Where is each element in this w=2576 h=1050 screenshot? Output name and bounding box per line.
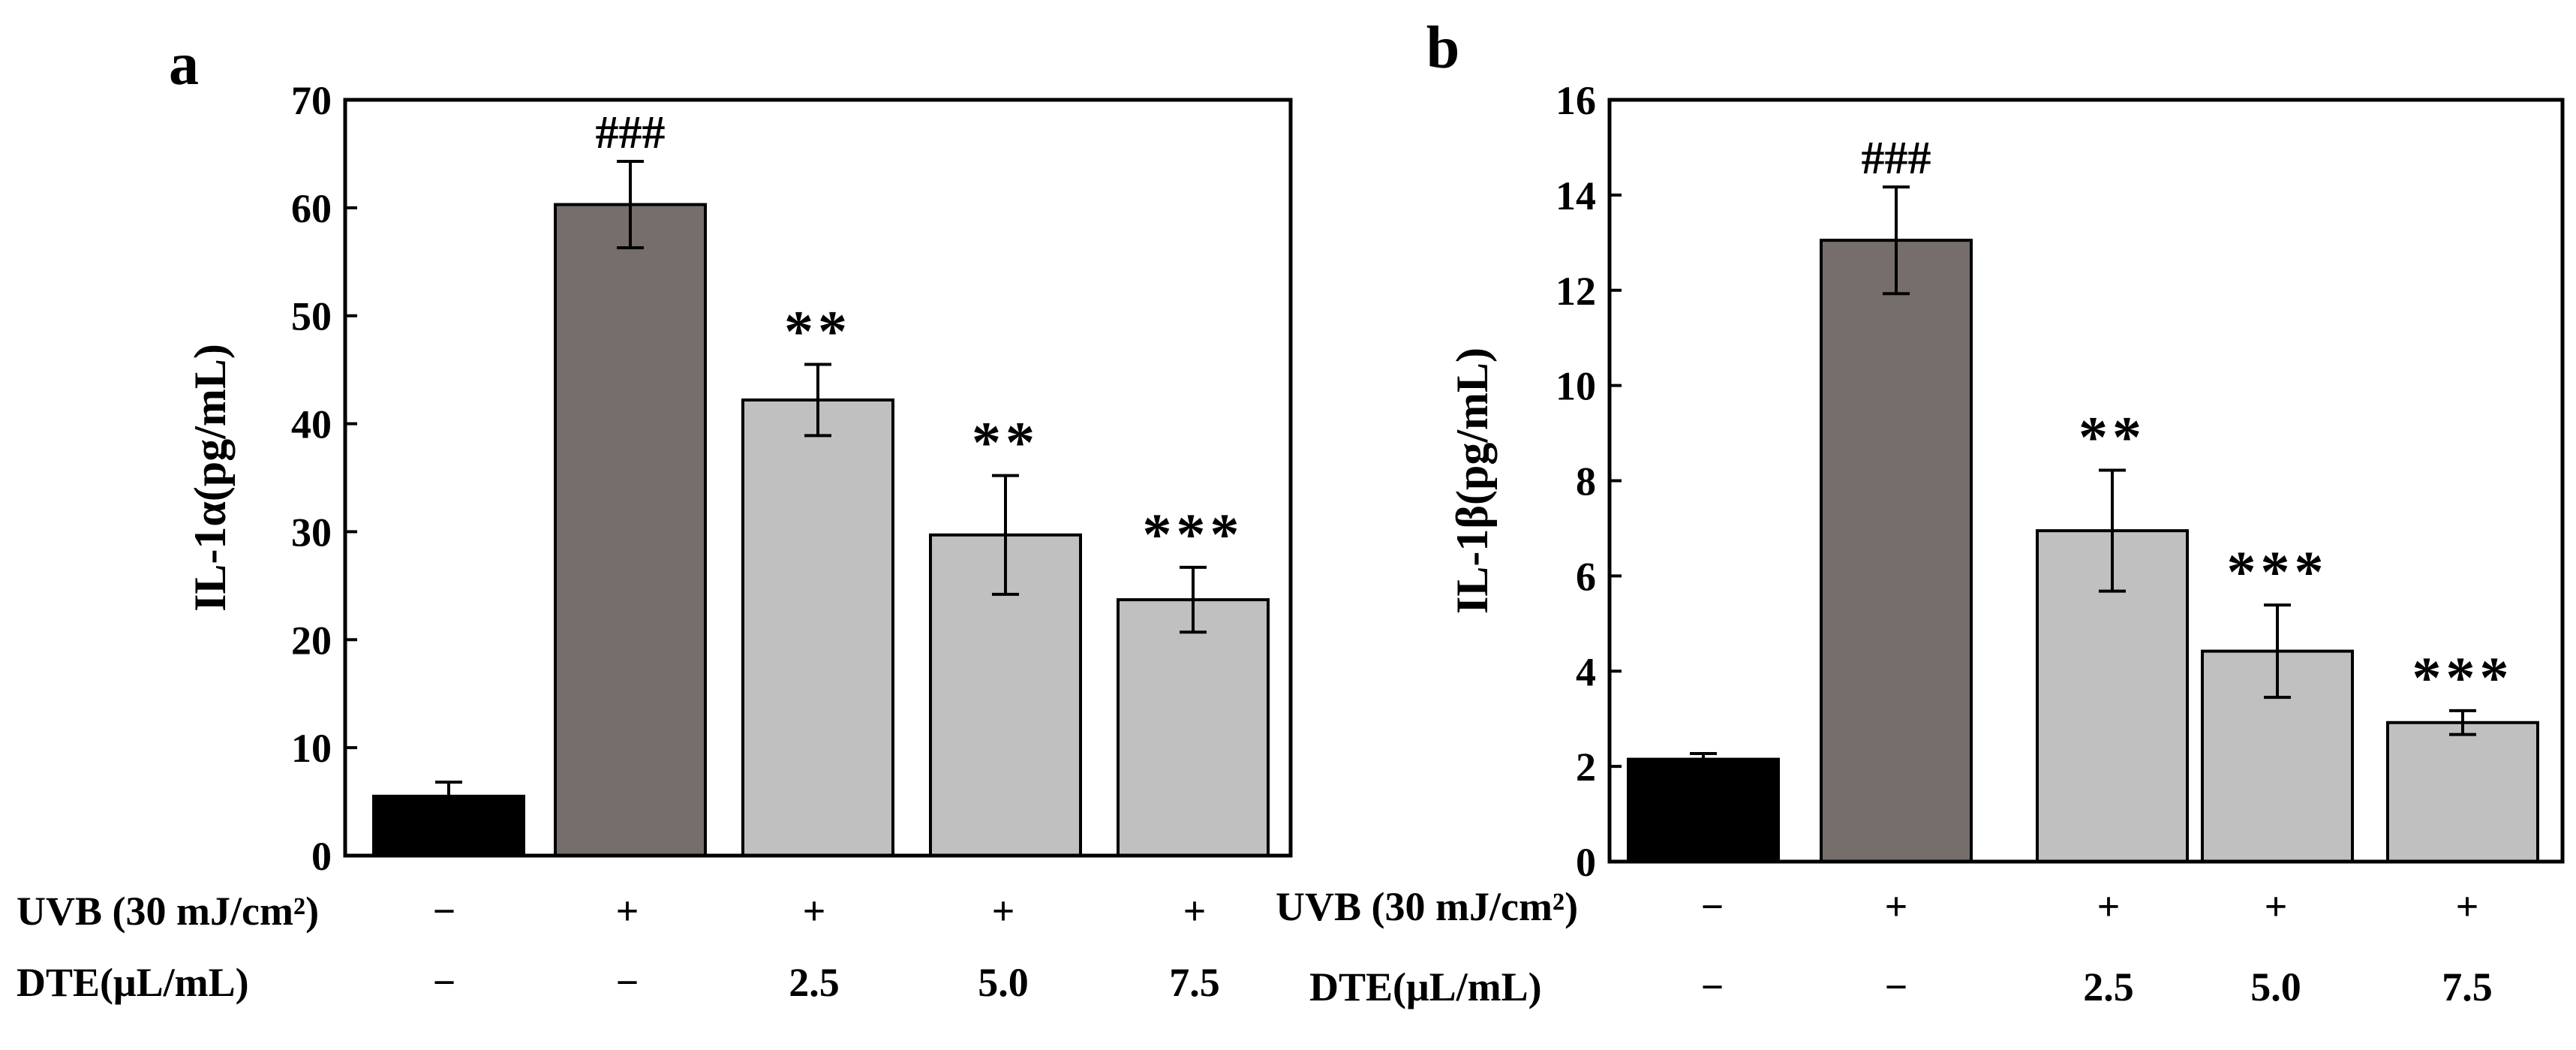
bar-a-3	[741, 398, 894, 857]
y-tick-label-a-20: 20	[291, 618, 332, 663]
significance-label-b-4: ***	[2227, 539, 2328, 604]
significance-label-b-3: **	[2079, 405, 2146, 470]
bar-b-2	[1820, 239, 1973, 863]
y-tick-label-b-14: 14	[1556, 173, 1596, 218]
y-tick-label-b-10: 10	[1556, 364, 1596, 409]
uvb-value-a-1: −	[433, 889, 456, 934]
y-tick-label-a-30: 30	[291, 510, 332, 555]
dte-value-b-3: 2.5	[2083, 964, 2134, 1009]
row-label-b-dte: DTE(μL/mL)	[1309, 964, 1542, 1009]
panel-label-a: a	[169, 32, 199, 98]
dte-value-b-1: −	[1701, 964, 1724, 1009]
bar-a-2	[554, 203, 707, 857]
uvb-value-b-2: +	[1885, 884, 1908, 929]
uvb-value-b-3: +	[2097, 884, 2121, 929]
row-label-a-dte: DTE(μL/mL)	[17, 960, 249, 1005]
y-tick-label-a-70: 70	[291, 78, 332, 123]
significance-label-b-2: ###	[1862, 133, 1931, 184]
dte-value-a-2: −	[616, 960, 639, 1005]
significance-label-a-2: ###	[596, 107, 666, 158]
significance-label-b-5: ***	[2412, 645, 2514, 710]
uvb-value-b-1: −	[1701, 884, 1724, 929]
error-bar-b-1	[1690, 751, 1717, 767]
uvb-value-a-4: +	[992, 889, 1015, 934]
y-tick-label-b-2: 2	[1576, 745, 1596, 790]
error-bar-a-1	[435, 781, 462, 812]
y-tick-label-a-10: 10	[291, 726, 332, 771]
bar-b-1	[1627, 757, 1780, 863]
dte-value-b-4: 5.0	[2250, 964, 2301, 1009]
panel-label-b: b	[1426, 15, 1460, 81]
uvb-value-b-4: +	[2265, 884, 2288, 929]
error-bar-a-4	[992, 474, 1019, 596]
y-tick-label-a-50: 50	[291, 294, 332, 339]
y-tick-label-a-60: 60	[291, 186, 332, 231]
uvb-value-a-2: +	[616, 889, 639, 934]
error-bar-b-5	[2449, 709, 2476, 736]
bar-a-5	[1117, 598, 1270, 858]
y-tick-label-a-0: 0	[311, 834, 332, 879]
row-label-b-uvb: UVB (30 mJ/cm²)	[1276, 884, 1578, 929]
y-tick-label-b-8: 8	[1576, 459, 1596, 504]
y-tick-label-b-16: 16	[1556, 78, 1596, 123]
uvb-value-a-5: +	[1183, 889, 1207, 934]
dte-value-a-1: −	[433, 960, 456, 1005]
significance-label-a-4: **	[972, 410, 1039, 475]
error-bar-a-2	[617, 159, 644, 250]
dte-value-a-4: 5.0	[978, 960, 1029, 1005]
y-tick-label-b-6: 6	[1576, 554, 1596, 599]
error-bar-b-3	[2099, 468, 2126, 593]
y-tick-label-b-4: 4	[1576, 649, 1596, 694]
uvb-value-b-5: +	[2456, 884, 2479, 929]
error-bar-a-5	[1180, 565, 1207, 634]
error-bar-b-2	[1883, 185, 1910, 296]
dte-value-a-5: 7.5	[1169, 960, 1220, 1005]
plot-frame-a	[343, 98, 1293, 858]
uvb-value-a-3: +	[803, 889, 826, 934]
significance-label-a-3: **	[784, 298, 852, 363]
dte-value-b-5: 7.5	[2442, 964, 2493, 1009]
row-label-a-uvb: UVB (30 mJ/cm²)	[17, 889, 319, 934]
y-tick-label-b-12: 12	[1556, 269, 1596, 314]
bar-b-5	[2386, 721, 2539, 864]
significance-label-a-5: ***	[1143, 501, 1244, 567]
dte-value-b-2: −	[1885, 964, 1908, 1009]
y-axis-label-b: IL-1β(pg/mL)	[1447, 347, 1497, 614]
y-tick-label-a-40: 40	[291, 402, 332, 447]
y-tick-label-b-0: 0	[1576, 840, 1596, 885]
dte-value-a-3: 2.5	[789, 960, 840, 1005]
error-bar-b-4	[2264, 603, 2291, 699]
y-axis-label-a: IL-1α(pg/mL)	[185, 344, 235, 612]
error-bar-a-3	[804, 363, 831, 438]
